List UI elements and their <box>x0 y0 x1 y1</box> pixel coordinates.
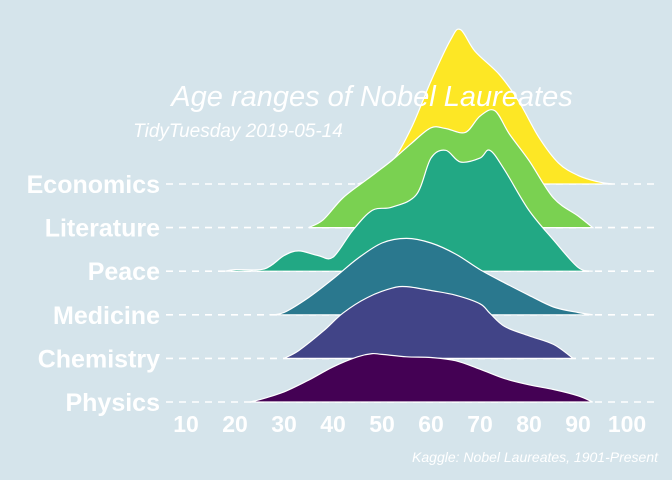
x-tick-label: 20 <box>222 411 248 437</box>
category-label-physics: Physics <box>65 389 160 417</box>
x-axis-ticks: 10 20 30 40 50 60 70 80 90 100 <box>173 411 646 437</box>
ridges-layer <box>166 28 658 403</box>
x-tick-label: 40 <box>320 411 346 437</box>
x-tick-label: 100 <box>608 411 646 437</box>
category-label-economics: Economics <box>27 171 160 199</box>
ridge-medicine <box>269 237 593 316</box>
x-tick-label: 30 <box>271 411 297 437</box>
chart-title: Age ranges of Nobel Laureates <box>169 81 572 113</box>
x-tick-label: 90 <box>565 411 591 437</box>
x-tick-label: 50 <box>369 411 395 437</box>
chart-subtitle: TidyTuesday 2019-05-14 <box>133 121 343 142</box>
ridge-physics <box>249 352 593 403</box>
category-labels: Physics Chemistry Medicine Peace Literature E… <box>27 171 160 417</box>
chart-caption: Kaggle: Nobel Laureates, 1901-Present <box>412 449 659 465</box>
category-label-medicine: Medicine <box>53 302 160 330</box>
ridge-chemistry <box>283 285 576 359</box>
ridge-peace <box>225 149 593 272</box>
x-tick-label: 10 <box>173 411 199 437</box>
x-tick-label: 80 <box>516 411 542 437</box>
category-label-chemistry: Chemistry <box>38 345 160 373</box>
x-tick-label: 60 <box>418 411 444 437</box>
category-label-literature: Literature <box>45 215 160 243</box>
x-tick-label: 70 <box>467 411 493 437</box>
category-label-peace: Peace <box>88 258 160 286</box>
